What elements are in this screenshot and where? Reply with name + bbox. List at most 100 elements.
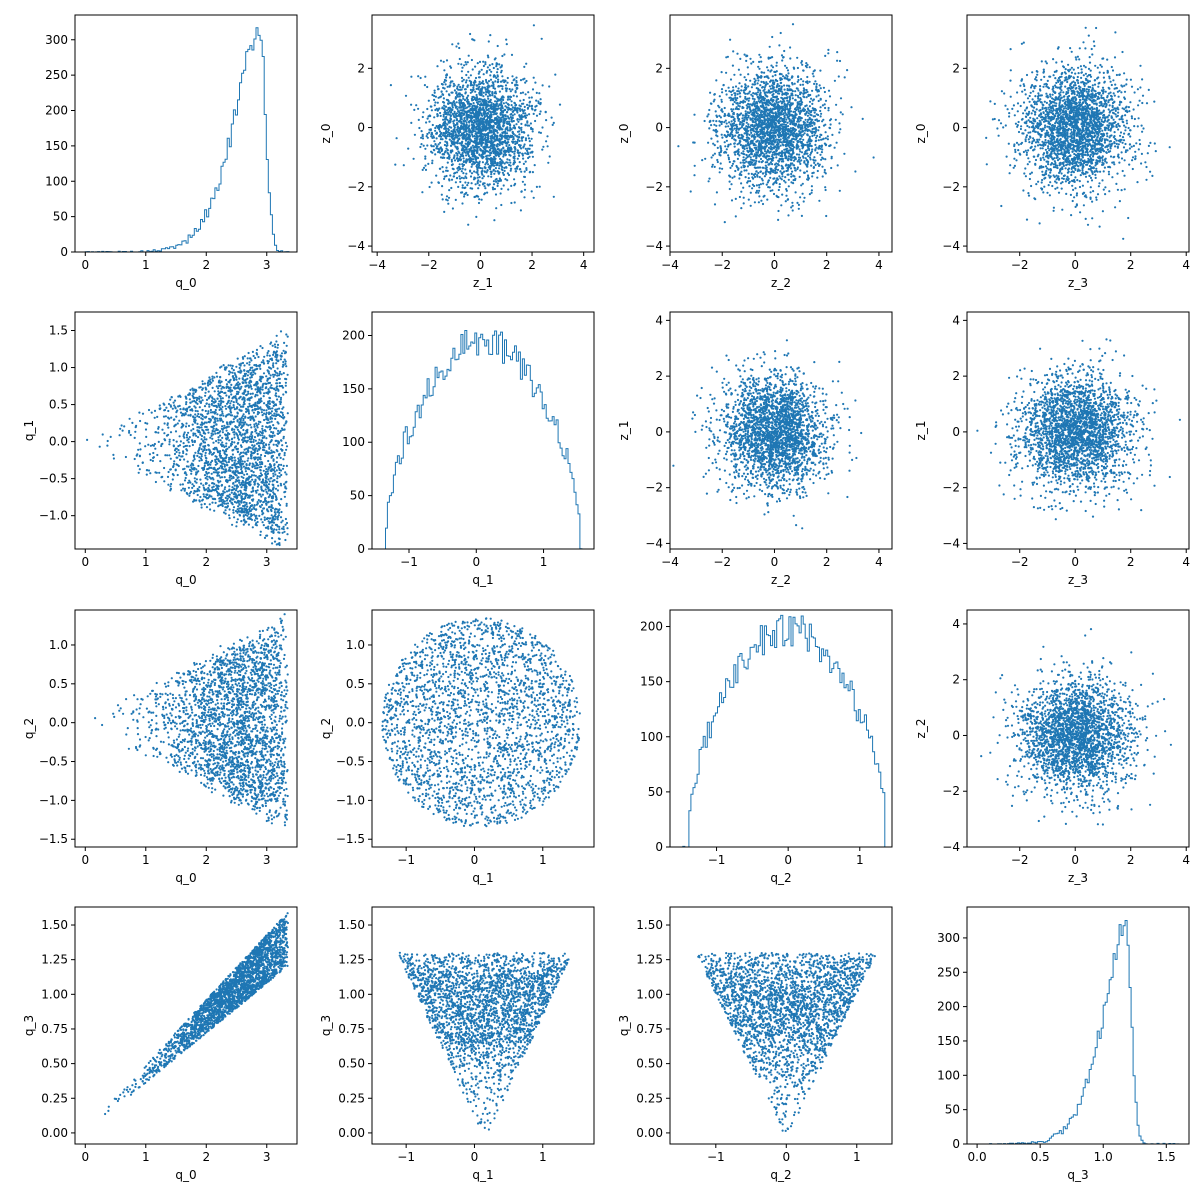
scatter-point: [751, 111, 754, 114]
scatter-point: [444, 83, 447, 86]
scatter-point: [796, 144, 799, 147]
scatter-point: [710, 156, 713, 159]
scatter-point: [804, 118, 807, 121]
scatter-point: [781, 160, 785, 163]
scatter-point: [760, 115, 763, 119]
scatter-point: [807, 155, 810, 158]
scatter-point: [489, 144, 492, 148]
scatter-point: [539, 98, 542, 101]
scatter-point: [505, 90, 508, 93]
scatter-point: [532, 76, 535, 79]
scatter-point: [481, 125, 484, 128]
scatter-point: [804, 157, 807, 160]
scatter-point: [480, 91, 483, 94]
scatter-point: [782, 144, 785, 147]
scatter-point: [794, 110, 797, 113]
scatter-point: [799, 83, 802, 86]
scatter-point: [775, 143, 779, 146]
scatter-point: [490, 101, 493, 104]
scatter-point: [746, 132, 749, 135]
scatter-point: [755, 106, 759, 109]
scatter-point: [469, 148, 472, 151]
scatter-point: [487, 100, 490, 103]
scatter-point: [772, 86, 775, 89]
scatter-point: [748, 90, 751, 93]
scatter-point: [506, 115, 509, 118]
scatter-point: [775, 95, 778, 98]
scatter-point: [732, 86, 735, 89]
scatter-point: [799, 150, 802, 153]
scatter-point: [802, 69, 805, 72]
scatter-point: [792, 159, 796, 162]
scatter-point: [750, 93, 753, 96]
scatter-point: [730, 120, 733, 123]
scatter-point: [516, 109, 519, 112]
scatter-point: [785, 74, 788, 77]
scatter-point: [780, 164, 783, 167]
scatter-point: [734, 215, 737, 218]
scatter-point: [756, 82, 759, 85]
scatter-point: [782, 98, 785, 101]
scatter-point: [476, 169, 479, 172]
scatter-point: [488, 149, 492, 152]
scatter-point: [828, 95, 832, 98]
scatter-point: [460, 176, 463, 179]
scatter-point: [492, 155, 496, 158]
plot-area: [389, 15, 562, 226]
scatter-point: [782, 123, 786, 126]
scatter-point: [548, 155, 551, 158]
scatter-point: [445, 59, 449, 62]
scatter-point: [787, 173, 790, 176]
scatter-point: [461, 202, 464, 205]
scatter-point: [755, 157, 758, 160]
scatter-point: [481, 100, 484, 103]
scatter-point: [530, 105, 533, 108]
scatter-point: [779, 177, 782, 180]
scatter-point: [453, 155, 456, 158]
scatter-point: [430, 105, 433, 108]
scatter-point: [758, 140, 761, 143]
scatter-point: [499, 179, 502, 182]
scatter-point: [493, 160, 496, 163]
scatter-point: [444, 126, 447, 129]
scatter-point: [477, 129, 480, 132]
scatter-point: [720, 109, 723, 112]
scatter-point: [787, 155, 791, 158]
scatter-point: [477, 145, 480, 149]
scatter-point: [760, 128, 763, 131]
scatter-point: [491, 186, 494, 189]
scatter-point: [444, 118, 447, 121]
scatter-point: [446, 156, 449, 160]
y-axis-label: z_0: [319, 124, 333, 144]
scatter-point: [815, 128, 818, 131]
scatter-point: [749, 103, 752, 106]
scatter-point: [461, 184, 464, 187]
scatter-point: [540, 37, 543, 40]
scatter-point: [552, 195, 555, 198]
scatter-point: [777, 136, 781, 139]
scatter-point: [773, 177, 776, 180]
scatter-point: [482, 182, 485, 185]
scatter-point: [425, 135, 428, 138]
scatter-point: [458, 163, 461, 166]
scatter-point: [789, 167, 793, 170]
scatter-point: [524, 93, 527, 96]
scatter-point: [728, 187, 731, 191]
scatter-point: [433, 140, 436, 143]
scatter-point: [512, 94, 515, 97]
scatter-point: [474, 195, 477, 198]
scatter-point: [489, 74, 492, 77]
scatter-point: [510, 117, 513, 120]
scatter-point: [798, 148, 801, 151]
scatter-point: [435, 125, 438, 128]
scatter-point: [750, 150, 753, 153]
scatter-point: [808, 80, 811, 83]
scatter-point: [410, 103, 413, 106]
scatter-point: [715, 115, 719, 118]
scatter-point: [492, 75, 495, 78]
scatter-point: [742, 196, 745, 199]
scatter-point: [492, 66, 495, 70]
scatter-point: [707, 113, 710, 116]
scatter-point: [756, 132, 759, 135]
scatter-point: [757, 171, 760, 175]
